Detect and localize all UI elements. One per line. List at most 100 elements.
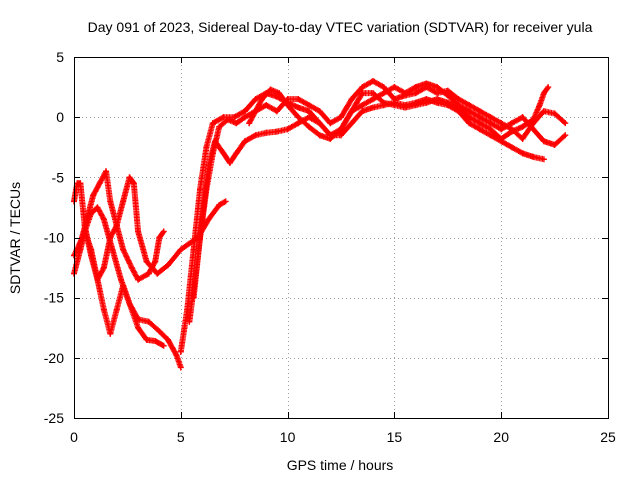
x-axis-label: GPS time / hours: [287, 457, 394, 473]
data-point: [508, 120, 515, 127]
data-point: [476, 108, 483, 115]
y-axis-label: SDTVAR / TECUs: [7, 182, 23, 294]
data-point: [126, 300, 133, 307]
data-point: [222, 198, 229, 205]
data-point: [117, 276, 124, 283]
data-point: [359, 84, 366, 91]
data-point: [273, 128, 280, 135]
data-point: [177, 364, 184, 371]
x-tick-label: 10: [280, 429, 296, 445]
data-point: [156, 234, 163, 241]
data-point: [226, 159, 233, 166]
data-point: [487, 114, 494, 121]
data-point: [160, 342, 167, 349]
data-point: [241, 114, 248, 121]
data-point: [370, 96, 377, 103]
data-point: [295, 114, 302, 121]
data-point: [327, 120, 334, 127]
data-point: [423, 84, 430, 91]
data-point: [540, 156, 547, 163]
data-point: [536, 102, 543, 109]
data-point: [203, 144, 210, 151]
data-point: [94, 204, 101, 211]
data-point: [391, 96, 398, 103]
data-point: [220, 114, 227, 121]
data-point: [135, 324, 142, 331]
data-point: [94, 276, 101, 283]
data-point: [305, 102, 312, 109]
data-point: [562, 132, 569, 139]
x-tick-label: 0: [70, 429, 78, 445]
data-point: [444, 87, 451, 94]
data-point: [143, 258, 150, 265]
data-point: [209, 150, 216, 157]
data-point: [466, 108, 473, 115]
data-point: [233, 150, 240, 157]
data-point: [338, 126, 344, 133]
series-track-2: [71, 228, 167, 349]
data-point: [370, 90, 377, 97]
data-point: [530, 153, 537, 160]
data-point: [143, 336, 150, 343]
data-point: [466, 120, 473, 127]
data-point: [156, 328, 163, 335]
data-point: [152, 337, 159, 344]
data-point: [120, 198, 127, 205]
data-point: [476, 120, 483, 127]
data-point: [77, 180, 84, 187]
data-point: [412, 84, 419, 91]
data-point: [197, 234, 204, 241]
y-tick-label: -5: [52, 169, 65, 185]
data-point: [444, 99, 451, 106]
data-point: [295, 120, 302, 127]
data-point: [130, 180, 137, 187]
data-point: [359, 102, 366, 109]
x-tick-label: 5: [177, 429, 185, 445]
grid: [74, 57, 608, 418]
data-point: [423, 99, 430, 106]
y-tick-label: 0: [56, 109, 64, 125]
data-point: [120, 282, 127, 289]
track-markers: [71, 228, 166, 349]
data-point: [498, 126, 505, 133]
data-point: [562, 120, 569, 127]
data-point: [338, 132, 344, 139]
y-tick-label: 5: [56, 49, 64, 65]
data-point: [402, 92, 409, 99]
data-point: [545, 84, 552, 91]
data-point: [305, 114, 312, 121]
data-point: [316, 120, 323, 127]
data-point: [540, 138, 547, 145]
data-point: [246, 120, 253, 127]
data-point: [241, 138, 248, 145]
data-point: [434, 84, 441, 91]
data-point: [273, 108, 280, 115]
data-point: [391, 84, 398, 91]
data-point: [284, 126, 291, 133]
data-point: [380, 84, 387, 91]
data-point: [487, 132, 494, 139]
data-point: [380, 99, 387, 106]
data-point: [316, 132, 323, 139]
data-point: [276, 90, 283, 97]
x-tick-label: 25: [600, 429, 616, 445]
x-tick-label: 15: [387, 429, 403, 445]
data-point: [113, 306, 120, 313]
data-point: [96, 180, 103, 187]
data-point: [88, 252, 95, 259]
data-point: [508, 144, 515, 151]
data-point: [348, 108, 355, 115]
data-point: [135, 228, 142, 235]
data-point: [107, 330, 114, 337]
data-point: [551, 110, 558, 117]
series-track-1: [71, 204, 184, 371]
data-point: [252, 108, 259, 115]
data-point: [370, 104, 377, 111]
data-point: [205, 216, 212, 223]
data-point: [412, 102, 419, 109]
data-point: [90, 192, 97, 199]
data-point: [128, 264, 135, 271]
data-point: [77, 240, 84, 247]
data-point: [186, 318, 193, 325]
